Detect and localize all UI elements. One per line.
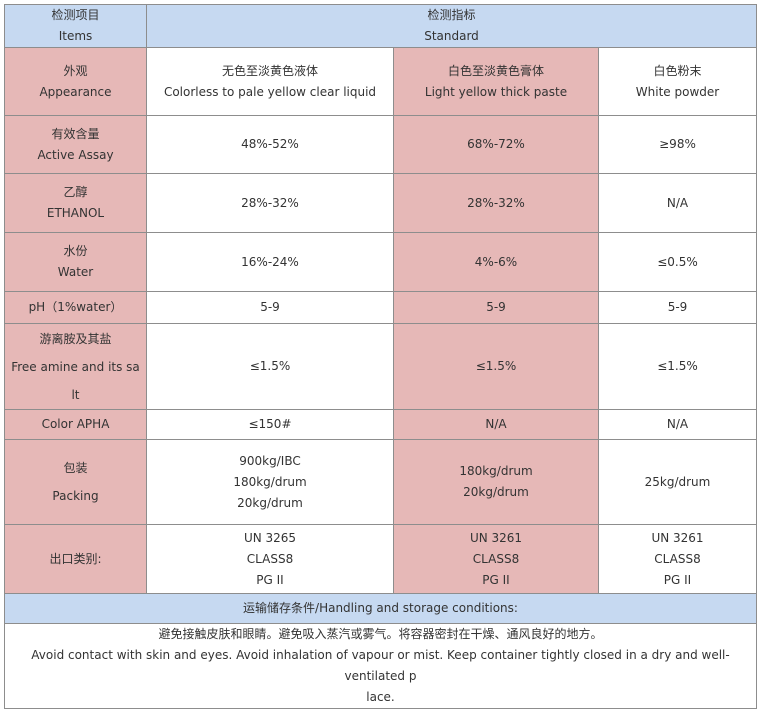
storage-text-row: 避免接触皮肤和眼睛。避免吸入蒸汽或雾气。将容器密封在干燥、通风良好的地方。 Av… — [4, 623, 757, 709]
row-label-en: Packing — [52, 489, 99, 503]
cell-value: 180kg/drum 20kg/drum — [393, 439, 599, 525]
cell-value: UN 3261 CLASS8 PG II — [393, 524, 599, 594]
row-label-en: Appearance — [39, 84, 112, 99]
cell-text: 白色粉末 — [653, 63, 702, 78]
row-label-cn: 水份 — [63, 244, 88, 258]
cell-text: UN 3261 — [469, 530, 523, 545]
row-label-cn: 乙醇 — [63, 185, 88, 199]
table-row: 有效含量 Active Assay 48%-52% 68%-72% ≥98% — [4, 115, 757, 174]
row-label: 外观 Appearance — [4, 47, 147, 116]
row-label-cn: 有效含量 — [51, 126, 100, 141]
cell-value: 28%-32% — [146, 173, 394, 233]
table-row: pH（1%water） 5-9 5-9 5-9 — [4, 291, 757, 324]
cell-value: 4%-6% — [393, 232, 599, 292]
row-label: 出口类别: — [4, 524, 147, 594]
storage-text-en: Avoid contact with skin and eyes. Avoid … — [31, 648, 730, 683]
table-row: 出口类别: UN 3265 CLASS8 PG II UN 3261 CLASS… — [4, 524, 757, 594]
cell-text: 20kg/drum — [237, 495, 303, 510]
table-row: Color APHA ≤150# N/A N/A — [4, 409, 757, 440]
cell-value: ≤1.5% — [146, 323, 394, 410]
row-label: 有效含量 Active Assay — [4, 115, 147, 174]
header-items: 检测项目 Items — [4, 4, 147, 48]
row-label-cn: 外观 — [63, 63, 88, 78]
row-label-en: Free amine and its sa — [11, 359, 140, 374]
cell-value: N/A — [598, 409, 757, 440]
storage-title: 运输储存条件/Handling and storage conditions: — [4, 593, 757, 624]
cell-text: 900kg/IBC — [239, 453, 301, 468]
cell-value: 25kg/drum — [598, 439, 757, 525]
cell-text: Light yellow thick paste — [424, 84, 568, 99]
cell-text: 白色至淡黄色膏体 — [447, 63, 544, 78]
cell-value: UN 3265 CLASS8 PG II — [146, 524, 394, 594]
cell-text: UN 3265 — [243, 530, 297, 545]
cell-text: PG II — [256, 572, 284, 587]
cell-text: 180kg/drum — [233, 474, 307, 489]
cell-value: ≤150# — [146, 409, 394, 440]
cell-value: ≤1.5% — [393, 323, 599, 410]
storage-text-en2: lace. — [366, 690, 395, 704]
header-row: 检测项目 Items 检测指标 Standard — [4, 4, 757, 48]
cell-value: 48%-52% — [146, 115, 394, 174]
cell-text: CLASS8 — [246, 551, 294, 566]
row-label: 游离胺及其盐 Free amine and its sa lt — [4, 323, 147, 410]
row-label: 乙醇 ETHANOL — [4, 173, 147, 233]
cell-text: 无色至淡黄色液体 — [221, 63, 318, 78]
cell-value: 28%-32% — [393, 173, 599, 233]
cell-text: CLASS8 — [654, 551, 701, 566]
cell-value: 16%-24% — [146, 232, 394, 292]
row-label-en: lt — [71, 387, 80, 402]
storage-text: 避免接触皮肤和眼睛。避免吸入蒸汽或雾气。将容器密封在干燥、通风良好的地方。 Av… — [4, 623, 757, 709]
storage-text-cn: 避免接触皮肤和眼睛。避免吸入蒸汽或雾气。将容器密封在干燥、通风良好的地方。 — [158, 627, 603, 641]
cell-value: 无色至淡黄色液体 Colorless to pale yellow clear … — [146, 47, 394, 116]
table-row: 外观 Appearance 无色至淡黄色液体 Colorless to pale… — [4, 47, 757, 116]
row-label-en: Water — [57, 265, 94, 279]
cell-value: 白色至淡黄色膏体 Light yellow thick paste — [393, 47, 599, 116]
cell-text: UN 3261 — [651, 530, 704, 545]
header-standard: 检测指标 Standard — [146, 4, 757, 48]
row-label-cn: 游离胺及其盐 — [39, 331, 112, 346]
table-row: 游离胺及其盐 Free amine and its sa lt ≤1.5% ≤1… — [4, 323, 757, 410]
cell-text: 20kg/drum — [463, 485, 529, 499]
row-label: 水份 Water — [4, 232, 147, 292]
cell-value: 5-9 — [393, 291, 599, 324]
cell-value: ≥98% — [598, 115, 757, 174]
row-label: 包装 Packing — [4, 439, 147, 525]
cell-value: 900kg/IBC 180kg/drum 20kg/drum — [146, 439, 394, 525]
table-row: 包装 Packing 900kg/IBC 180kg/drum 20kg/dru… — [4, 439, 757, 525]
header-standard-cn: 检测指标 — [427, 8, 476, 22]
cell-text: PG II — [663, 572, 692, 587]
row-label: Color APHA — [4, 409, 147, 440]
row-label-cn: 包装 — [63, 461, 88, 475]
header-items-cn: 检测项目 — [51, 8, 100, 22]
cell-value: 68%-72% — [393, 115, 599, 174]
cell-value: ≤0.5% — [598, 232, 757, 292]
cell-text: CLASS8 — [472, 551, 520, 566]
row-label: pH（1%water） — [4, 291, 147, 324]
cell-value: N/A — [393, 409, 599, 440]
cell-value: UN 3261 CLASS8 PG II — [598, 524, 757, 594]
row-label-en: Active Assay — [37, 147, 114, 162]
cell-text: Colorless to pale yellow clear liquid — [163, 84, 377, 99]
cell-value: 5-9 — [146, 291, 394, 324]
cell-value: N/A — [598, 173, 757, 233]
row-label-en: ETHANOL — [46, 206, 105, 220]
header-items-en: Items — [58, 29, 93, 43]
spec-table: 检测项目 Items 检测指标 Standard 外观 Appearance 无… — [4, 4, 757, 709]
cell-text: 180kg/drum — [459, 464, 533, 478]
header-standard-en: Standard — [424, 29, 479, 43]
cell-text: White powder — [635, 84, 720, 99]
cell-value: 5-9 — [598, 291, 757, 324]
table-row: 乙醇 ETHANOL 28%-32% 28%-32% N/A — [4, 173, 757, 233]
cell-text: PG II — [482, 572, 510, 587]
table-row: 水份 Water 16%-24% 4%-6% ≤0.5% — [4, 232, 757, 292]
cell-value: ≤1.5% — [598, 323, 757, 410]
storage-title-row: 运输储存条件/Handling and storage conditions: — [4, 593, 757, 624]
cell-value: 白色粉末 White powder — [598, 47, 757, 116]
